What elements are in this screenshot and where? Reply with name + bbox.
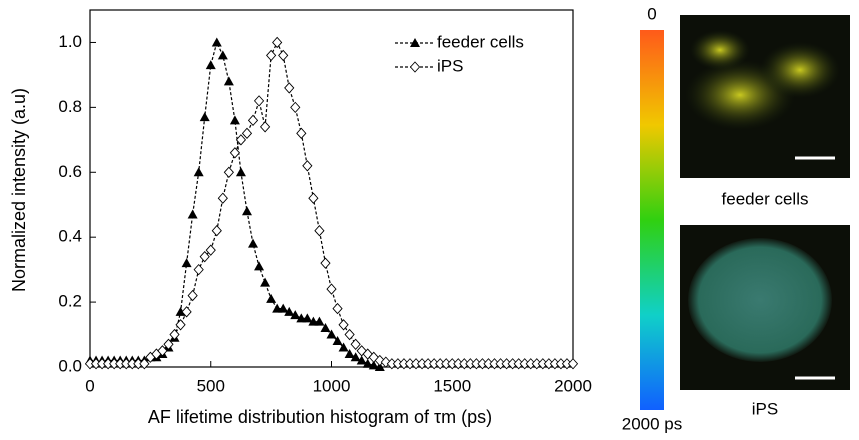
diamond-marker bbox=[169, 328, 180, 341]
triangle-marker bbox=[254, 261, 265, 271]
image-caption: iPS bbox=[752, 399, 778, 418]
triangle-marker bbox=[199, 112, 210, 122]
triangle-marker bbox=[187, 209, 198, 219]
x-tick-label: 1500 bbox=[433, 376, 471, 395]
triangle-marker bbox=[290, 310, 301, 320]
diamond-marker bbox=[229, 147, 241, 159]
diamond-marker bbox=[368, 351, 379, 363]
diamond-marker bbox=[199, 250, 210, 263]
diamond-marker bbox=[193, 263, 204, 276]
colorbar bbox=[640, 30, 664, 410]
triangle-marker bbox=[368, 360, 379, 370]
triangle-marker bbox=[235, 167, 246, 177]
triangle-marker bbox=[241, 206, 252, 216]
x-tick-label: 2000 bbox=[554, 376, 592, 395]
x-tick-label: 1000 bbox=[313, 376, 351, 395]
diamond-marker bbox=[332, 302, 343, 315]
triangle-marker bbox=[356, 355, 367, 365]
image-feeder bbox=[680, 15, 850, 178]
y-tick-label: 0.2 bbox=[58, 292, 82, 311]
diamond-marker bbox=[181, 306, 192, 318]
y-tick-label: 0.6 bbox=[58, 162, 82, 181]
triangle-marker bbox=[362, 358, 373, 368]
diamond-marker bbox=[139, 358, 150, 370]
image-ips bbox=[680, 225, 850, 390]
diamond-marker bbox=[241, 127, 253, 139]
triangle-marker bbox=[229, 115, 240, 125]
diamond-marker bbox=[163, 338, 174, 350]
triangle-marker bbox=[266, 293, 277, 303]
triangle-marker bbox=[217, 50, 228, 60]
triangle-marker bbox=[302, 313, 313, 323]
diamond-marker bbox=[187, 289, 198, 302]
triangle-marker bbox=[344, 349, 355, 359]
triangle-marker bbox=[278, 303, 289, 313]
diamond-marker bbox=[356, 345, 367, 357]
diamond-marker bbox=[272, 36, 283, 49]
diamond-marker bbox=[278, 49, 289, 62]
diamond-marker bbox=[217, 192, 228, 204]
image-caption: feeder cells bbox=[722, 189, 809, 208]
triangle-marker bbox=[181, 258, 192, 268]
triangle-marker bbox=[175, 306, 186, 316]
triangle-marker bbox=[193, 167, 204, 177]
triangle-marker bbox=[338, 342, 349, 352]
legend-label: iPS bbox=[437, 56, 463, 75]
plot-frame bbox=[89, 9, 574, 368]
x-tick-label: 0 bbox=[85, 376, 94, 395]
triangle-marker bbox=[350, 352, 361, 362]
diamond-marker bbox=[338, 319, 349, 331]
triangle-marker bbox=[260, 277, 271, 287]
diamond-marker bbox=[247, 114, 259, 127]
diamond-marker bbox=[253, 95, 265, 107]
x-axis-label: AF lifetime distribution histogram of τm… bbox=[148, 407, 492, 427]
diamond-marker bbox=[290, 101, 301, 114]
diamond-marker bbox=[320, 257, 331, 269]
diamond-marker bbox=[175, 319, 186, 331]
triangle-marker bbox=[205, 60, 216, 70]
diamond-marker bbox=[223, 166, 234, 178]
triangle-marker bbox=[374, 362, 385, 371]
y-tick-label: 1.0 bbox=[58, 32, 82, 51]
triangle-marker bbox=[284, 306, 295, 316]
y-tick-label: 0.4 bbox=[58, 227, 82, 246]
diamond-marker bbox=[308, 192, 319, 204]
diamond-marker bbox=[259, 121, 271, 133]
triangle-marker bbox=[326, 329, 337, 339]
diamond-marker bbox=[567, 358, 579, 370]
legend-marker bbox=[410, 38, 420, 47]
diamond-marker bbox=[205, 244, 216, 256]
diamond-marker bbox=[344, 328, 355, 341]
triangle-marker bbox=[332, 336, 343, 346]
y-tick-label: 0.0 bbox=[58, 356, 82, 375]
diamond-marker bbox=[350, 338, 361, 350]
colorbar-bottom-label: 2000 ps bbox=[622, 414, 683, 433]
colorbar-top-label: 0 bbox=[647, 4, 656, 23]
triangle-marker bbox=[320, 323, 331, 333]
diamond-marker bbox=[211, 225, 222, 237]
diamond-marker bbox=[326, 283, 337, 295]
y-tick-label: 0.8 bbox=[58, 97, 82, 116]
diamond-marker bbox=[266, 49, 277, 62]
diamond-marker bbox=[284, 82, 295, 94]
triangle-marker bbox=[223, 76, 234, 86]
triangle-marker bbox=[248, 238, 259, 248]
diamond-marker bbox=[157, 345, 168, 357]
diamond-marker bbox=[296, 127, 307, 139]
legend-marker bbox=[409, 61, 421, 73]
diamond-marker bbox=[314, 225, 325, 237]
triangle-marker bbox=[211, 37, 222, 47]
diamond-marker bbox=[302, 160, 313, 172]
x-tick-label: 500 bbox=[197, 376, 225, 395]
series-line bbox=[90, 41, 573, 365]
y-axis-label: Normalized intensity (a.u) bbox=[9, 88, 29, 292]
triangle-marker bbox=[314, 316, 325, 326]
diamond-marker bbox=[235, 134, 247, 146]
legend-label: feeder cells bbox=[437, 32, 524, 51]
series-line bbox=[90, 40, 380, 368]
